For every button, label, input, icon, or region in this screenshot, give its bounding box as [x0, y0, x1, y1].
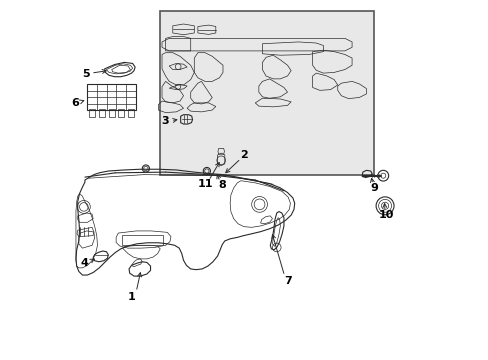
Bar	[89, 109, 95, 117]
Text: 11: 11	[197, 179, 212, 189]
Text: 9: 9	[369, 183, 378, 193]
Text: 3: 3	[161, 116, 168, 126]
Text: 4: 4	[81, 258, 89, 268]
Bar	[118, 109, 124, 117]
Text: 1: 1	[127, 292, 135, 302]
Text: 6: 6	[71, 98, 79, 108]
Text: 10: 10	[378, 210, 393, 220]
Bar	[108, 109, 114, 117]
Text: 2: 2	[240, 150, 248, 160]
Text: 8: 8	[218, 180, 225, 190]
Text: 5: 5	[82, 69, 90, 79]
Bar	[99, 109, 104, 117]
Text: 7: 7	[284, 276, 291, 286]
Bar	[122, 234, 163, 245]
Bar	[160, 12, 373, 175]
Bar	[87, 84, 136, 110]
Bar	[128, 109, 134, 117]
